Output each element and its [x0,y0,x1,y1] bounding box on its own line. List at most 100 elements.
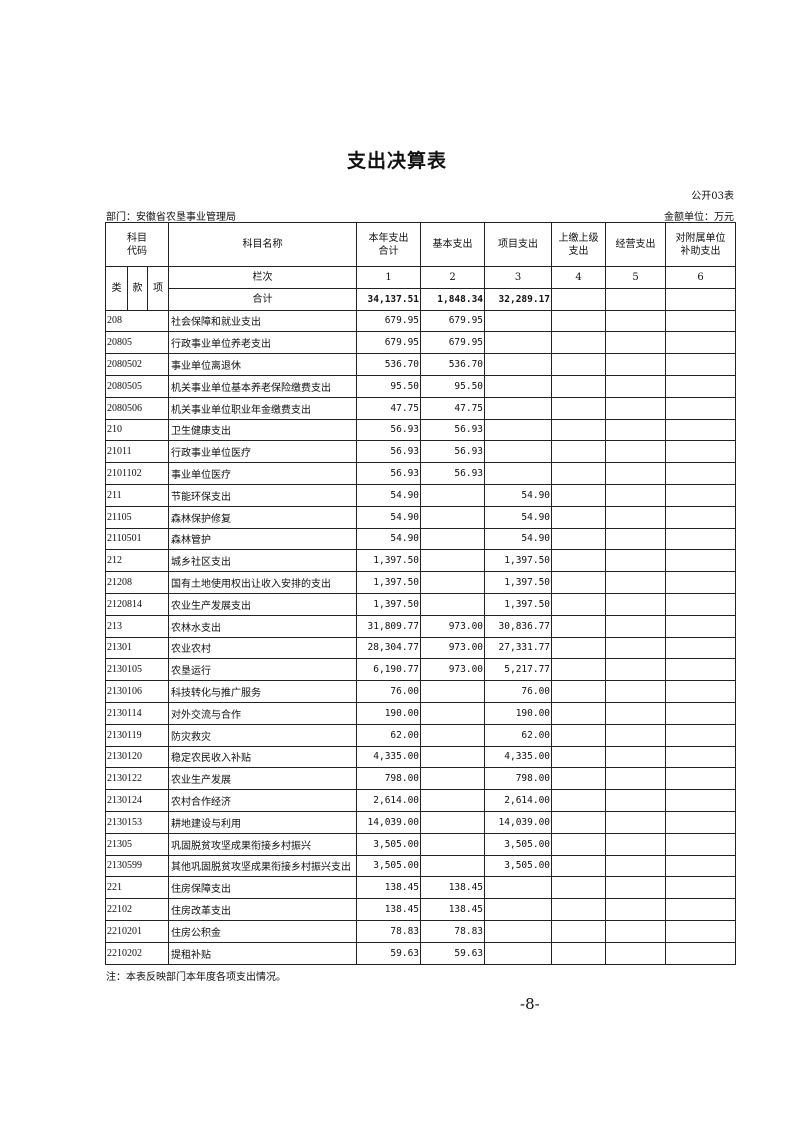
name-cell: 社会保障和就业支出 [168,309,358,333]
page-number: -8- [520,995,540,1013]
business-cell [605,309,667,333]
table-row: 2130122 农业生产发展 798.00 798.00 [104,767,737,791]
upper-cell [551,374,607,398]
header-lei: 类 [105,266,128,311]
business-cell [605,614,667,638]
table-row: 2130106 科技转化与推广服务 76.00 76.00 [104,680,737,703]
table-row: 208 社会保障和就业支出 679.95 679.95 [104,309,737,333]
subsidy-cell [665,309,737,333]
table-row: 212 城乡社区支出 1,397.50 1,397.50 [104,549,737,573]
name-cell: 行政事业单位医疗 [168,440,358,464]
total-project: 32,289.17 [484,287,553,311]
business-cell [605,658,667,682]
total-cell: 28,304.77 [356,636,422,660]
upper-cell [551,767,607,791]
project-cell: 54.90 [484,505,553,529]
name-cell: 农村合作经济 [168,789,358,812]
basic-cell [420,505,486,529]
total-cell: 95.50 [356,374,422,398]
business-cell [605,636,667,660]
project-cell: 27,331.77 [484,636,553,660]
upper-cell [551,789,607,812]
total-cell: 679.95 [356,331,422,355]
total-cell: 56.93 [356,440,422,464]
table-row: 2130119 防灾救灾 62.00 62.00 [104,723,737,747]
upper-cell [551,832,607,856]
total-cell: 138.45 [356,898,422,921]
name-cell: 行政事业单位养老支出 [168,331,358,355]
code-cell: 2210202 [104,941,170,965]
project-cell [484,876,553,900]
upper-cell [551,919,607,943]
upper-cell [551,810,607,834]
name-cell: 节能环保支出 [168,483,358,507]
table-row: 213 农林水支出 31,809.77 973.00 30,836.77 [104,614,737,638]
subsidy-cell [665,527,737,551]
upper-cell [551,658,607,682]
upper-cell [551,309,607,333]
basic-cell: 679.95 [420,309,486,333]
subsidy-cell [665,941,737,965]
subsidy-cell [665,680,737,703]
upper-cell [551,723,607,747]
form-number: 公开03表 [691,191,734,202]
total-cell: 76.00 [356,680,422,703]
empty-cell [551,287,607,311]
table-row: 2080505 机关事业单位基本养老保险缴费支出 95.50 95.50 [104,374,737,398]
code-cell: 2101102 [104,462,170,485]
header-project: 项目支出 [484,222,553,267]
business-cell [605,505,667,529]
subsidy-cell [665,723,737,747]
name-cell: 农业农村 [168,636,358,660]
total-cell: 56.93 [356,418,422,442]
upper-cell [551,549,607,573]
basic-cell [420,592,486,616]
business-cell [605,854,667,878]
table-row: 22102 住房改革支出 138.45 138.45 [104,898,737,921]
code-cell: 2080505 [104,374,170,398]
name-cell: 事业单位离退休 [168,353,358,376]
business-cell [605,723,667,747]
basic-cell [420,527,486,551]
project-cell: 2,614.00 [484,789,553,812]
subsidy-cell [665,614,737,638]
basic-cell: 59.63 [420,941,486,965]
name-cell: 住房公积金 [168,919,358,943]
footnote: 注：本表反映部门本年度各项支出情况。 [106,972,286,983]
name-cell: 城乡社区支出 [168,549,358,573]
code-cell: 213 [104,614,170,638]
total-cell: 78.83 [356,919,422,943]
table-body: 208 社会保障和就业支出 679.95 679.95 20805 行政事业单位养老支出 6… [104,309,737,965]
business-cell [605,701,667,725]
header-business: 经营支出 [605,222,667,267]
name-cell: 住房保障支出 [168,876,358,900]
basic-cell [420,571,486,594]
project-cell [484,309,553,333]
basic-cell [420,767,486,791]
col-num: 6 [665,266,737,289]
subsidy-cell [665,353,737,376]
basic-cell: 56.93 [420,418,486,442]
table-row: 2130153 耕地建设与利用 14,039.00 14,039.00 [104,810,737,834]
total-row: 合计 34,137.51 1,848.34 32,289.17 [106,287,737,311]
basic-cell: 679.95 [420,331,486,355]
table-row: 21305 巩固脱贫攻坚成果衔接乡村振兴 3,505.00 3,505.00 [104,832,737,856]
upper-cell [551,331,607,355]
subsidy-cell [665,418,737,442]
business-cell [605,898,667,921]
name-cell: 森林保护修复 [168,505,358,529]
upper-cell [551,701,607,725]
total-cell: 4,335.00 [356,745,422,769]
basic-cell: 138.45 [420,876,486,900]
project-cell: 3,505.00 [484,832,553,856]
project-cell [484,919,553,943]
total-cell: 54.90 [356,527,422,551]
code-cell: 21208 [104,571,170,594]
code-cell: 2130124 [104,789,170,812]
subsidy-cell [665,396,737,420]
code-cell: 20805 [104,331,170,355]
subsidy-cell [665,789,737,812]
subsidy-cell [665,374,737,398]
name-cell: 稳定农民收入补贴 [168,745,358,769]
name-cell: 卫生健康支出 [168,418,358,442]
